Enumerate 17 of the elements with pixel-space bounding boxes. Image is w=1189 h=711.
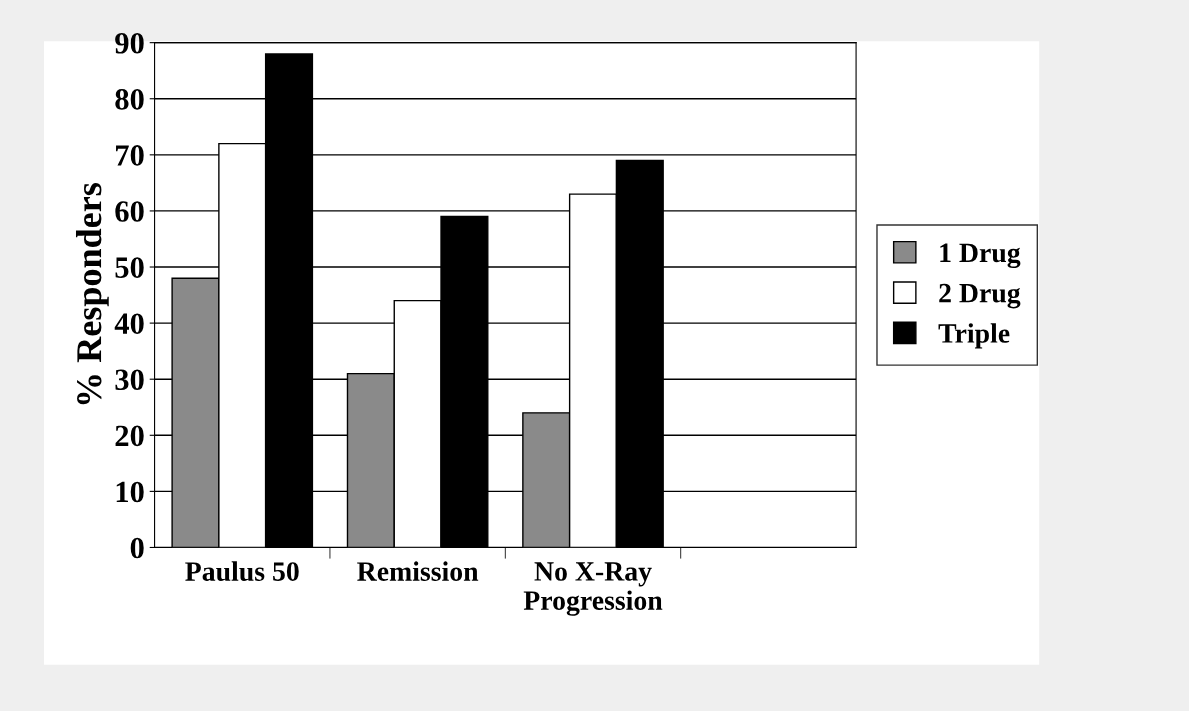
legend-label: Triple — [938, 323, 1010, 349]
legend-label: 2 Drug — [939, 283, 1021, 309]
y-tick-label: 80 — [115, 89, 144, 110]
legend-label: 1 Drug — [940, 243, 1021, 269]
y-tick-label: 0 — [130, 537, 144, 559]
y-tick-label: 10 — [116, 481, 144, 503]
y-tick-label: 50 — [115, 257, 144, 278]
y-tick-label: 40 — [114, 313, 144, 335]
x-tick-label: Paulus 50 — [185, 561, 299, 581]
y-tick-label: 30 — [115, 369, 144, 391]
x-tick-label: No X-Ray Progression — [523, 562, 663, 616]
y-tick-label: 60 — [115, 201, 144, 222]
x-tick-label: Remission — [357, 561, 479, 581]
y-tick-label: 20 — [115, 425, 144, 447]
y-tick-label: 70 — [116, 145, 144, 166]
y-tick-label: 90 — [115, 32, 144, 54]
y-axis-title: % Responders — [75, 183, 109, 405]
